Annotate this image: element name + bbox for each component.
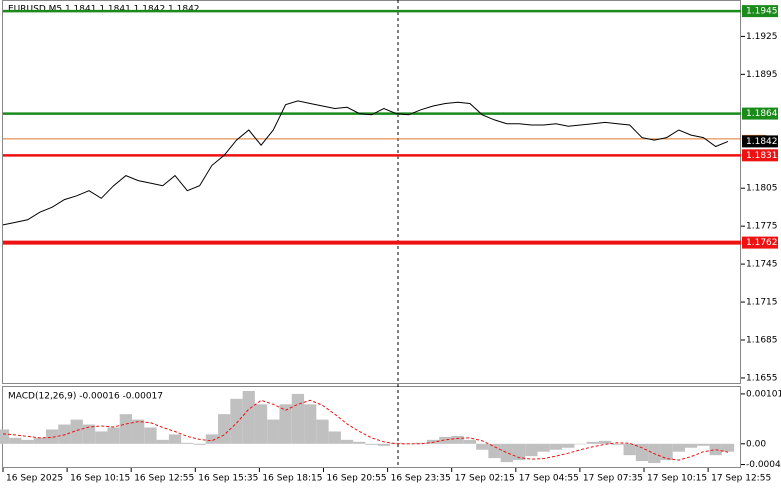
macd-bar <box>586 441 599 444</box>
macd-bar <box>46 429 59 444</box>
macd-bar <box>193 443 206 445</box>
macd-bar <box>279 404 292 444</box>
x-tick-label: 17 Sep 10:15 <box>647 474 707 484</box>
macd-bar <box>660 443 673 461</box>
macd-bar <box>414 442 427 444</box>
macd-bar <box>119 414 133 444</box>
macd-bar <box>230 398 243 444</box>
x-tick-label: 16 Sep 18:15 <box>262 474 322 484</box>
level-label: 1.1945 <box>746 7 778 17</box>
x-tick-label: 16 Sep 10:15 <box>70 474 130 484</box>
price-line <box>2 100 729 226</box>
macd-bar <box>0 429 10 444</box>
macd-label: MACD(12,26,9) -0.00016 -0.00017 <box>8 392 163 402</box>
macd-pane-frame <box>2 386 741 468</box>
macd-bar <box>304 404 317 444</box>
level-label-box <box>742 5 778 18</box>
macd-bar <box>463 439 477 444</box>
macd-y-tick-label: -0.00042 <box>746 460 781 470</box>
macd-bar <box>598 440 612 444</box>
x-tick-label: 17 Sep 04:55 <box>519 474 579 484</box>
x-tick-label: 16 Sep 23:35 <box>391 474 451 484</box>
level-label: 1.1864 <box>746 109 778 119</box>
macd-bar <box>365 443 378 445</box>
macd-bar <box>181 442 194 444</box>
macd-bar <box>549 443 563 450</box>
y-tick-label: 1.1895 <box>746 70 778 80</box>
current-price-box <box>742 135 778 148</box>
macd-bar <box>512 443 526 461</box>
y-tick-label: 1.1745 <box>746 260 778 270</box>
macd-bar <box>267 419 280 444</box>
macd-bar <box>672 443 685 452</box>
y-tick-label: 1.1715 <box>746 298 778 308</box>
macd-bar <box>697 443 710 446</box>
x-tick-label: 16 Sep 12:55 <box>134 474 194 484</box>
macd-bar <box>340 439 354 444</box>
macd-bar <box>144 427 157 444</box>
macd-bar <box>70 419 83 444</box>
macd-bar <box>476 443 489 450</box>
macd-bar <box>218 414 231 444</box>
macd-bar <box>291 393 305 444</box>
macd-bar <box>242 390 255 444</box>
level-label: 1.1762 <box>746 238 778 248</box>
macd-bar <box>611 443 624 445</box>
x-tick-label: 16 Sep 15:35 <box>198 474 258 484</box>
x-tick-label: 16 Sep 20:55 <box>327 474 387 484</box>
macd-bar <box>353 441 366 444</box>
macd-bar <box>328 431 341 444</box>
macd-bar <box>451 435 464 444</box>
macd-bar <box>721 443 735 452</box>
macd-bar <box>95 431 108 444</box>
x-tick-label: 16 Sep 2025 <box>6 474 63 484</box>
macd-y-tick-label: 0.00101 <box>746 389 781 399</box>
macd-bar <box>574 443 587 445</box>
macd-bar <box>525 443 538 457</box>
macd-bar <box>635 443 649 462</box>
macd-bar <box>58 424 71 444</box>
y-tick-label: 1.1655 <box>746 373 778 383</box>
macd-bar <box>623 443 636 456</box>
level-label: 1.1831 <box>746 151 778 161</box>
signal-line <box>2 399 729 461</box>
chart-title: EURUSD,M5 1.1841 1.1841 1.1842 1.1842 <box>8 5 200 15</box>
x-tick-label: 17 Sep 07:35 <box>583 474 643 484</box>
y-tick-label: 1.1925 <box>746 32 778 42</box>
macd-bar <box>168 434 182 444</box>
macd-bar <box>684 443 698 448</box>
macd-bar <box>377 443 391 446</box>
macd-bar <box>562 443 575 448</box>
macd-bar <box>82 424 96 444</box>
macd-bar <box>33 437 47 444</box>
level-label-box <box>742 149 778 162</box>
macd-bar <box>488 443 501 459</box>
y-tick-label: 1.1775 <box>746 222 778 232</box>
x-tick-label: 17 Sep 12:55 <box>711 474 771 484</box>
x-tick-label: 17 Sep 02:15 <box>455 474 515 484</box>
macd-bar <box>9 437 22 444</box>
level-label-box <box>742 236 778 249</box>
macd-bar <box>537 443 550 452</box>
macd-bar <box>21 439 34 444</box>
macd-bar <box>316 419 329 444</box>
macd-bar <box>439 436 452 444</box>
macd-bar <box>107 427 120 444</box>
current-price-label: 1.1842 <box>746 137 778 147</box>
y-tick-label: 1.1685 <box>746 335 778 345</box>
macd-bar <box>254 404 268 444</box>
y-tick-label: 1.1805 <box>746 184 778 194</box>
macd-bar <box>500 443 513 463</box>
macd-bar <box>132 419 145 444</box>
main-pane-frame <box>2 0 741 384</box>
macd-bar <box>390 442 403 444</box>
macd-bar <box>205 434 219 444</box>
level-label-box <box>742 107 778 120</box>
macd-y-tick-label: 0.00 <box>746 439 766 449</box>
macd-bar <box>156 439 169 444</box>
